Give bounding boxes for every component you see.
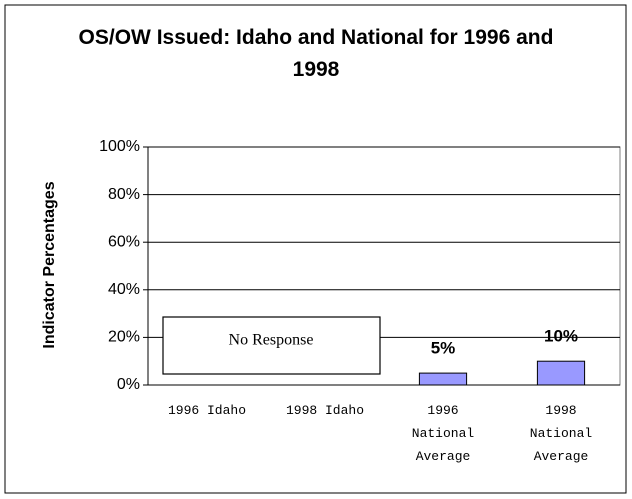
annotation: No Response (229, 332, 314, 349)
bar (418, 372, 468, 386)
bar (536, 360, 586, 386)
x-tick-label: 1996 Idaho (167, 403, 246, 418)
y-tick-label: 60% (108, 233, 140, 250)
annotation-box (162, 316, 381, 375)
data-label: 5% (431, 339, 456, 358)
y-tick-label: 0% (117, 376, 140, 393)
y-tick-label: 80% (108, 186, 140, 203)
y-tick-label: 20% (108, 329, 140, 346)
data-label: 10% (544, 327, 578, 346)
x-tick-label: 1998 Idaho (285, 403, 364, 418)
x-tick-label: 1998 National Average (529, 403, 593, 464)
y-axis-label: Indicator Percentages (41, 181, 58, 348)
y-tick-label: 40% (108, 281, 140, 298)
x-tick-label: 1996 National Average (411, 403, 475, 464)
y-tick-label: 100% (99, 138, 140, 155)
chart-title: OS/OW Issued: Idaho and National for 199… (78, 26, 554, 81)
